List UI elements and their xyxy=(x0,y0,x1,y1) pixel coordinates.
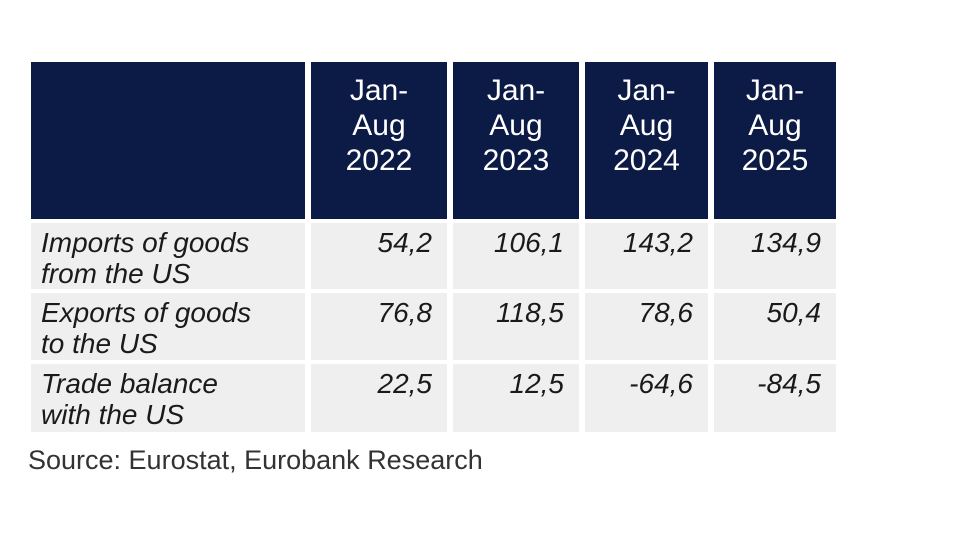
value-imports-2023: 106,1 xyxy=(453,223,579,289)
col-header-2024: Jan- Aug 2024 xyxy=(585,62,708,219)
value-imports-2022: 54,2 xyxy=(311,223,447,289)
value-balance-2024: -64,6 xyxy=(585,364,708,432)
value-imports-2024: 143,2 xyxy=(585,223,708,289)
source-note: Source: Eurostat, Eurobank Research xyxy=(28,445,483,475)
row-label-imports: Imports of goods from the US xyxy=(31,223,305,289)
value-exports-2024: 78,6 xyxy=(585,293,708,360)
col-header-2025: Jan- Aug 2025 xyxy=(714,62,836,219)
value-balance-2023: 12,5 xyxy=(453,364,579,432)
value-exports-2023: 118,5 xyxy=(453,293,579,360)
row-label-trade-balance: Trade balance with the US xyxy=(31,364,305,432)
value-balance-2025: -84,5 xyxy=(714,364,836,432)
col-header-2023: Jan- Aug 2023 xyxy=(453,62,579,219)
row-label-exports: Exports of goods to the US xyxy=(31,293,305,360)
table-corner-cell xyxy=(31,62,305,219)
value-exports-2022: 76,8 xyxy=(311,293,447,360)
value-balance-2022: 22,5 xyxy=(311,364,447,432)
trade-balance-table: Jan- Aug 2022 Jan- Aug 2023 Jan- Aug 202… xyxy=(31,62,836,432)
value-imports-2025: 134,9 xyxy=(714,223,836,289)
col-header-2022: Jan- Aug 2022 xyxy=(311,62,447,219)
value-exports-2025: 50,4 xyxy=(714,293,836,360)
